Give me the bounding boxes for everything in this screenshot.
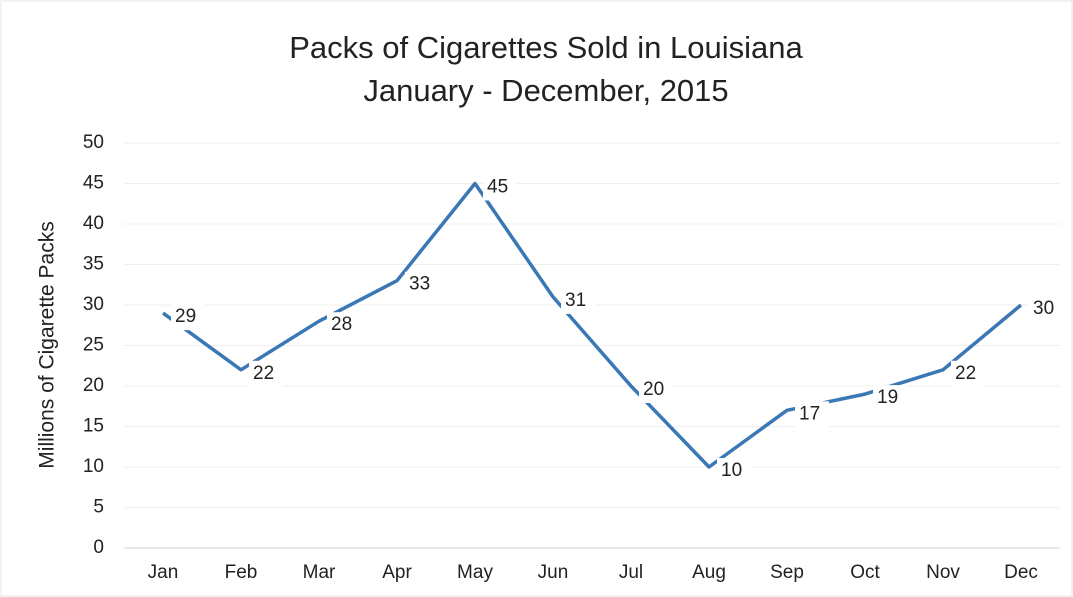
data-label: 29: [175, 306, 196, 327]
chart-subtitle: January - December, 2015: [363, 73, 728, 108]
data-label: 10: [721, 460, 742, 481]
x-tick-label: Dec: [1004, 562, 1038, 583]
data-label: 22: [955, 363, 976, 384]
y-tick-label: 40: [83, 213, 104, 234]
y-tick-label: 25: [83, 335, 104, 356]
x-tick-label: Aug: [692, 562, 726, 583]
y-tick-label: 15: [83, 416, 104, 437]
y-tick-label: 35: [83, 254, 104, 275]
data-label-bg: [873, 385, 907, 412]
data-label: 20: [643, 379, 664, 400]
x-tick-label: Jan: [148, 562, 179, 583]
data-label-bg: [483, 174, 517, 201]
x-tick-label: Sep: [770, 562, 804, 583]
x-tick-label: Mar: [303, 562, 336, 583]
y-axis-label: Millions of Cigarette Packs: [36, 221, 59, 468]
y-tick-label: 50: [83, 132, 104, 153]
y-tick-label: 0: [93, 537, 104, 558]
y-tick-label: 5: [93, 497, 104, 518]
data-label-bg: [327, 312, 361, 339]
x-tick-label: May: [457, 562, 493, 583]
data-label-bg: [717, 458, 751, 484]
x-tick-label: Jul: [619, 562, 643, 583]
data-label-bg: [639, 377, 673, 403]
data-label-bg: [405, 271, 439, 298]
y-tick-label: 20: [83, 375, 104, 396]
data-label: 30: [1033, 298, 1054, 319]
x-tick-label: Feb: [225, 562, 258, 583]
data-label-bg: [249, 360, 283, 387]
data-label: 19: [877, 387, 898, 408]
data-label: 28: [331, 314, 352, 335]
data-label-bg: [951, 360, 985, 387]
x-tick-label: Jun: [538, 562, 569, 583]
data-label: 33: [409, 274, 430, 295]
y-tick-label: 45: [83, 173, 104, 194]
data-label-bg: [1029, 296, 1063, 322]
x-tick-label: Apr: [382, 562, 412, 583]
data-label: 45: [487, 177, 508, 198]
data-label-bg: [171, 304, 205, 331]
data-label-bg: [795, 401, 829, 428]
x-tick-label: Oct: [850, 562, 880, 583]
y-tick-label: 10: [83, 456, 104, 477]
x-tick-label: Nov: [926, 562, 960, 583]
chart-title: Packs of Cigarettes Sold in Louisiana: [289, 30, 803, 65]
data-label: 31: [565, 290, 586, 311]
data-label-bg: [561, 287, 595, 314]
y-tick-label: 30: [83, 294, 104, 315]
data-label: 17: [799, 403, 820, 424]
data-label: 22: [253, 363, 274, 384]
